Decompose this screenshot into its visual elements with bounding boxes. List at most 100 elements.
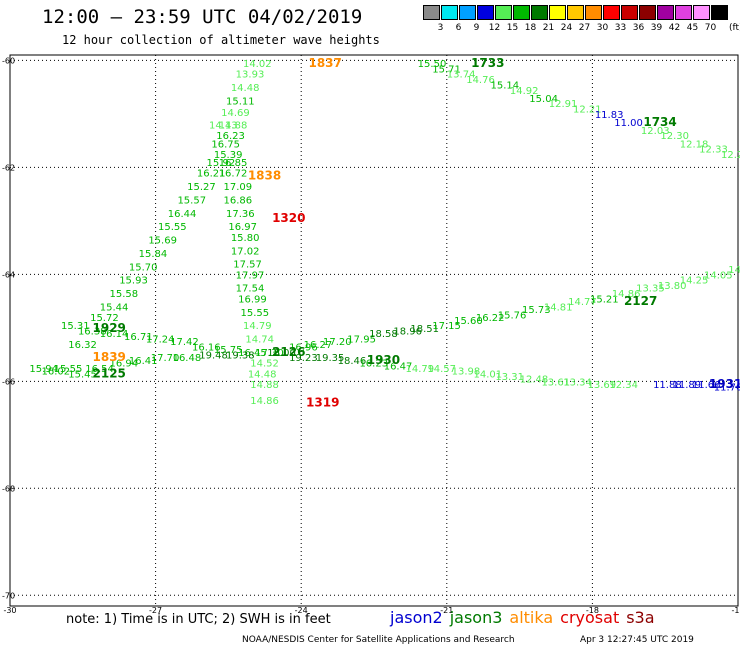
swh-value: 17.95 [347, 335, 376, 346]
swh-value: 14.25 [680, 276, 709, 287]
swh-value: 15.27 [187, 182, 216, 193]
swh-value: 15.60 [454, 316, 483, 327]
swh-value: 14.86 [250, 396, 279, 407]
scale-label: 3 [437, 23, 444, 33]
swh-value: 14.48 [231, 83, 260, 94]
swh-value: 12.48 [520, 375, 549, 386]
swh-value: 15.39 [214, 150, 243, 161]
swh-value: 15.11 [226, 96, 255, 107]
scale-label: 12 [488, 23, 501, 33]
swh-value-jason2: 11.89 [672, 380, 701, 391]
scale-swatch [693, 5, 710, 20]
swh-observations: 14.0213.9314.4815.1114.6914.8814.1316.23… [29, 59, 740, 407]
lat-tick-label: -62 [2, 163, 15, 172]
swh-value: 14.05 [704, 270, 733, 281]
scale-label: 70 [704, 23, 717, 33]
swh-value: 16.23 [359, 359, 388, 370]
pass-time: 1839 [93, 350, 126, 364]
swh-value: 15.93 [119, 276, 148, 287]
scale-swatch [585, 5, 602, 20]
swh-value: 13.74 [447, 70, 476, 81]
scale-swatch [531, 5, 548, 20]
swh-value: 14.81 [544, 302, 573, 313]
swh-value: 12.33 [699, 145, 728, 156]
scale-swatch [513, 5, 530, 20]
swh-value: 16.21 [197, 169, 226, 180]
swh-value: 16.96 [289, 343, 318, 354]
scale-label: 27 [578, 23, 591, 33]
scale-swatch [621, 5, 638, 20]
swh-value: 16.71 [124, 332, 153, 343]
swh-value: 18.00 [267, 348, 296, 359]
swh-value: 13.34 [563, 377, 592, 388]
pass-time: 1734 [643, 115, 676, 129]
pass-time: 2127 [624, 294, 657, 308]
axis-labels: -60 -62 -64 -66 -68 -70 -30 -27 -24 -21 -18 -15 [2, 56, 740, 615]
swh-value: 15.80 [231, 233, 260, 244]
swh-value: 15.75 [214, 345, 243, 356]
swh-value: 18.58 [369, 329, 398, 340]
swh-value: 14.52 [250, 359, 279, 370]
swh-value: 19.23 [289, 353, 318, 364]
swh-value: 15.04 [529, 94, 558, 105]
legend-altika: altika [509, 608, 554, 627]
swh-value-jason2: 11.00 [614, 118, 643, 129]
swh-value: 16.45 [238, 348, 267, 359]
swh-value: 13.61 [541, 377, 570, 388]
scale-label: 21 [542, 23, 555, 33]
swh-value: 13.80 [658, 281, 687, 292]
swh-value: 17.54 [236, 284, 265, 295]
swh-value: 16.75 [211, 139, 240, 150]
swh-value: 14.69 [221, 108, 250, 119]
grid-lines [10, 55, 738, 606]
swh-value: 16.27 [304, 340, 333, 351]
swh-value: 16.99 [238, 294, 267, 305]
swh-value: 12.03 [641, 126, 670, 137]
swh-value: 14.01 [473, 369, 502, 380]
scale-swatch [459, 5, 476, 20]
scale-label: 42 [668, 23, 681, 33]
scale-swatch [711, 5, 728, 20]
swh-value: 16.72 [219, 169, 248, 180]
scale-swatch [675, 5, 692, 20]
lon-tick-label: -21 [440, 606, 453, 615]
swh-value: 17.24 [146, 335, 175, 346]
lat-tick-label: -64 [2, 270, 15, 279]
scale-label: 9 [473, 23, 480, 33]
scale-label: 45 [686, 23, 699, 33]
legend-s3a: s3a [626, 608, 655, 627]
lon-tick-label: -27 [149, 606, 162, 615]
pass-time: 1319 [306, 396, 339, 410]
scale-swatch [423, 5, 440, 20]
lat-tick-label: -68 [2, 484, 15, 493]
scale-label: 24 [560, 23, 573, 33]
scale-swatch [441, 5, 458, 20]
satellite-legend: jason2 jason3 altika cryosat s3a [390, 608, 662, 627]
units-note: note: 1) Time is in UTC; 2) SWH is in fe… [66, 612, 331, 627]
swh-value: 15.69 [148, 236, 177, 247]
swh-value: 15.44 [100, 302, 129, 313]
scale-swatch [657, 5, 674, 20]
swh-value: 14.57 [427, 364, 456, 375]
swh-value: 14.79 [243, 321, 272, 332]
swh-value: 18.51 [410, 324, 439, 335]
swh-value: 14.74 [245, 335, 274, 346]
swh-value: 17.30 [255, 348, 284, 359]
swh-value: 16.41 [129, 356, 158, 367]
swh-value: 16.23 [216, 131, 245, 142]
swh-value: 15.31 [61, 321, 90, 332]
scale-unit: (ft) [729, 23, 740, 33]
swh-value: 17.02 [231, 246, 260, 257]
scale-label: 18 [524, 23, 537, 33]
swh-value: 14.88 [250, 380, 279, 391]
pass-time: 1929 [93, 321, 126, 335]
scale-label: 36 [632, 23, 645, 33]
swh-value: 15.58 [109, 289, 138, 300]
swh-value: 15.45 [68, 369, 97, 380]
swh-value: 14.88 [219, 121, 248, 132]
scale-swatch [639, 5, 656, 20]
swh-value: 18.46 [338, 356, 367, 367]
swh-value: 15.57 [177, 195, 206, 206]
swh-value: 15.73 [522, 305, 551, 316]
